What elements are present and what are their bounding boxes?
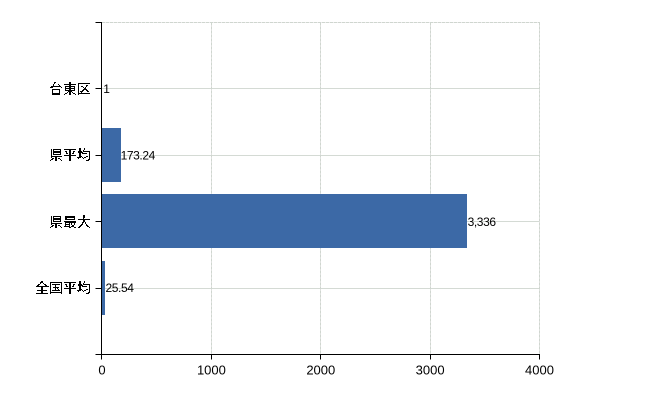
svg-text:2000: 2000 xyxy=(306,363,335,378)
svg-text:25.54: 25.54 xyxy=(106,281,135,295)
svg-text:1000: 1000 xyxy=(197,363,226,378)
svg-text:3,336: 3,336 xyxy=(468,215,497,229)
svg-text:3000: 3000 xyxy=(416,363,445,378)
svg-text:0: 0 xyxy=(98,363,105,378)
svg-text:4000: 4000 xyxy=(525,363,554,378)
svg-text:1: 1 xyxy=(103,82,110,96)
svg-text:173.24: 173.24 xyxy=(121,149,156,163)
